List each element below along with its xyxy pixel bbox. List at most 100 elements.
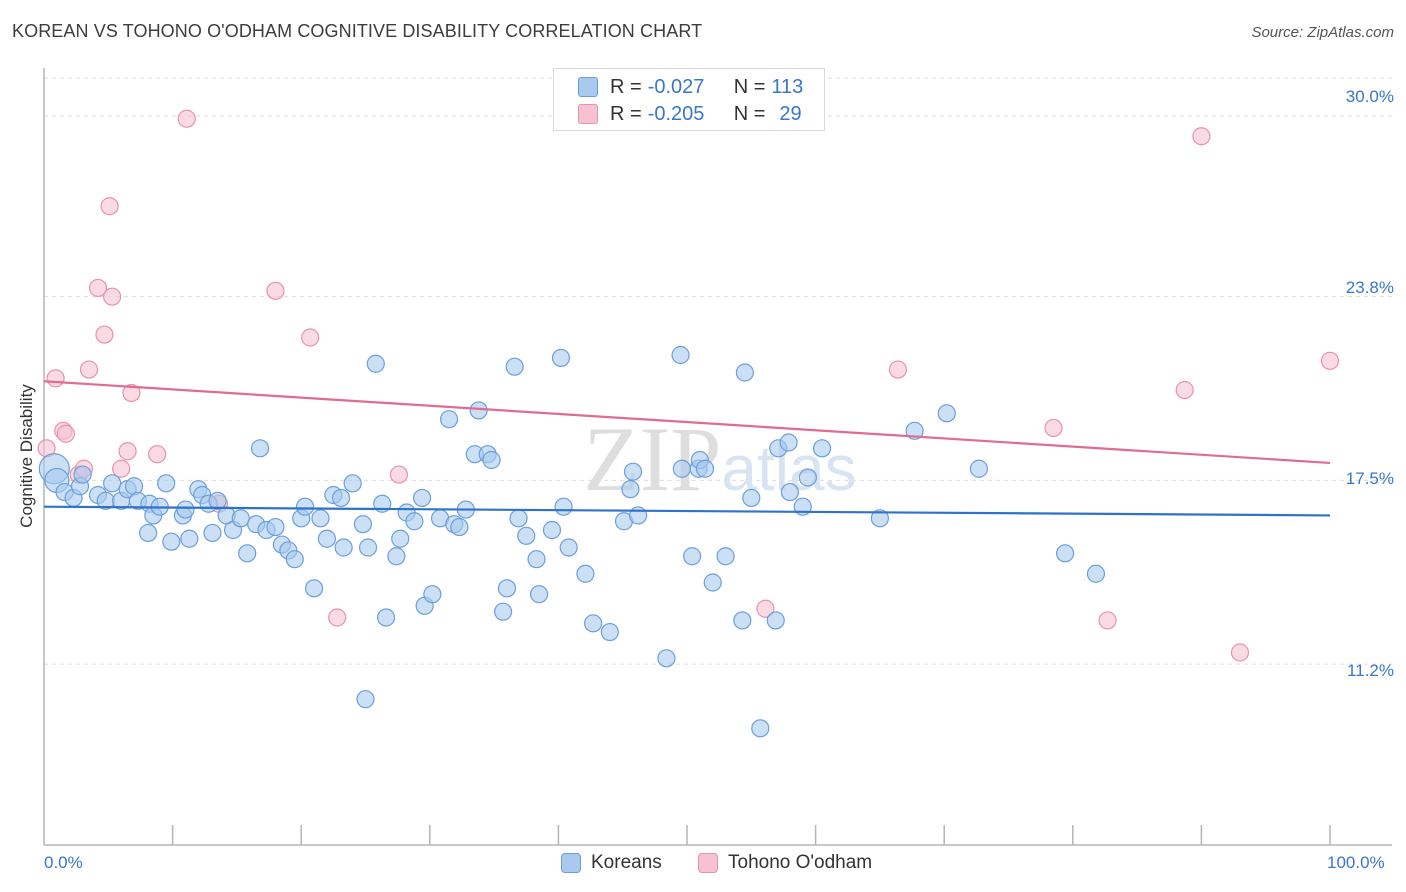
koreans-point [266,517,285,537]
r-value: -0.205 [647,102,705,125]
koreans-point [905,421,924,440]
koreans-trend-line [43,505,1331,517]
koreans-point [405,512,424,531]
koreans-point [1086,564,1106,583]
koreans-point [735,363,754,382]
chart-title: KOREAN VS TOHONO O'ODHAM COGNITIVE DISAB… [12,21,703,41]
tohono-point [100,197,119,216]
koreans-point [733,611,752,630]
koreans-point [353,515,373,534]
koreans-point [600,622,619,642]
koreans-point [162,532,181,551]
r-label: R = [610,75,642,98]
tohono-point [118,442,137,461]
koreans-point [73,465,92,484]
koreans-point [356,690,375,709]
correlation-legend: R = -0.027 N = 113 R = -0.205 N = 29 [553,68,825,131]
tohono-point [1175,380,1194,400]
tohono-point [1098,611,1117,630]
koreans-point [450,517,469,537]
koreans-point [937,404,956,423]
koreans-point [530,585,549,604]
koreans-point [304,579,324,598]
koreans-point [812,439,832,458]
koreans-point [412,488,432,508]
n-label: N = [733,75,766,98]
koreans-point [366,354,385,373]
tohono-point [46,369,65,388]
koreans-point [208,491,227,510]
koreans-point [554,497,573,516]
tohono-point [266,281,285,300]
koreans-points [38,345,1106,738]
tohono-point [122,383,141,403]
n-value: 113 [771,75,804,98]
koreans-point [423,585,442,604]
koreans-point [780,482,799,502]
koreans-point [176,500,195,519]
koreans-point [629,506,648,525]
y-tick-label: 30.0% [1345,87,1394,106]
tohono-point [1230,643,1250,662]
koreans-point [870,509,890,528]
tohono-point [79,360,99,379]
koreans-point [672,459,691,478]
koreans-point [576,564,595,583]
koreans-point [527,550,546,569]
koreans-point [358,538,378,557]
koreans-point [103,474,122,493]
legend-item-tohono: Tohono O'odham [698,852,872,874]
legend-label: Tohono O'odham [728,852,873,873]
koreans-point [623,462,643,481]
n-label: N = [733,102,766,125]
x-tick-label: 0.0% [44,853,83,872]
y-axis-label: Cognitive Disability [17,384,36,528]
koreans-point [469,401,488,420]
koreans-point [391,529,410,548]
trend-lines [43,380,1331,517]
tohono-point [1192,127,1211,146]
tohono-points [37,109,1340,662]
tohono-swatch [578,104,598,124]
koreans-point [716,547,735,566]
r-value: -0.027 [647,75,705,98]
tohono-swatch [698,853,718,873]
koreans-point [387,547,406,566]
koreans-point [657,649,676,668]
legend-label: Koreans [591,852,662,873]
koreans-point [695,459,715,478]
tohono-point [148,445,167,464]
koreans-point [542,520,562,540]
tohono-point [1320,351,1340,370]
koreans-point [671,345,690,365]
legend-row-koreans: R = -0.027 N = 113 [578,75,803,99]
koreans-point [311,509,330,528]
koreans-point [969,459,989,478]
koreans-point [331,488,351,508]
koreans-point [497,579,517,598]
r-label: R = [610,102,642,125]
koreans-point [509,509,528,528]
koreans-point [238,544,257,563]
koreans-point [683,547,702,566]
koreans-point [494,602,513,621]
koreans-point [334,538,353,557]
koreans-point [343,474,362,493]
koreans-point [1055,544,1075,563]
koreans-point [285,550,304,569]
koreans-point [779,433,798,452]
tohono-point [103,287,122,306]
tohono-point [301,328,320,347]
koreans-point [317,529,337,548]
legend-row-tohono: R = -0.205 N = 29 [578,102,802,126]
koreans-point [559,538,578,557]
tohono-trend-line [43,380,1331,465]
koreans-point [482,450,501,470]
tohono-point [112,459,131,478]
koreans-point [621,480,640,499]
koreans-point [250,439,270,458]
koreans-point [517,526,536,545]
koreans-swatch [578,77,598,97]
y-tick-label: 17.5% [1345,469,1394,488]
